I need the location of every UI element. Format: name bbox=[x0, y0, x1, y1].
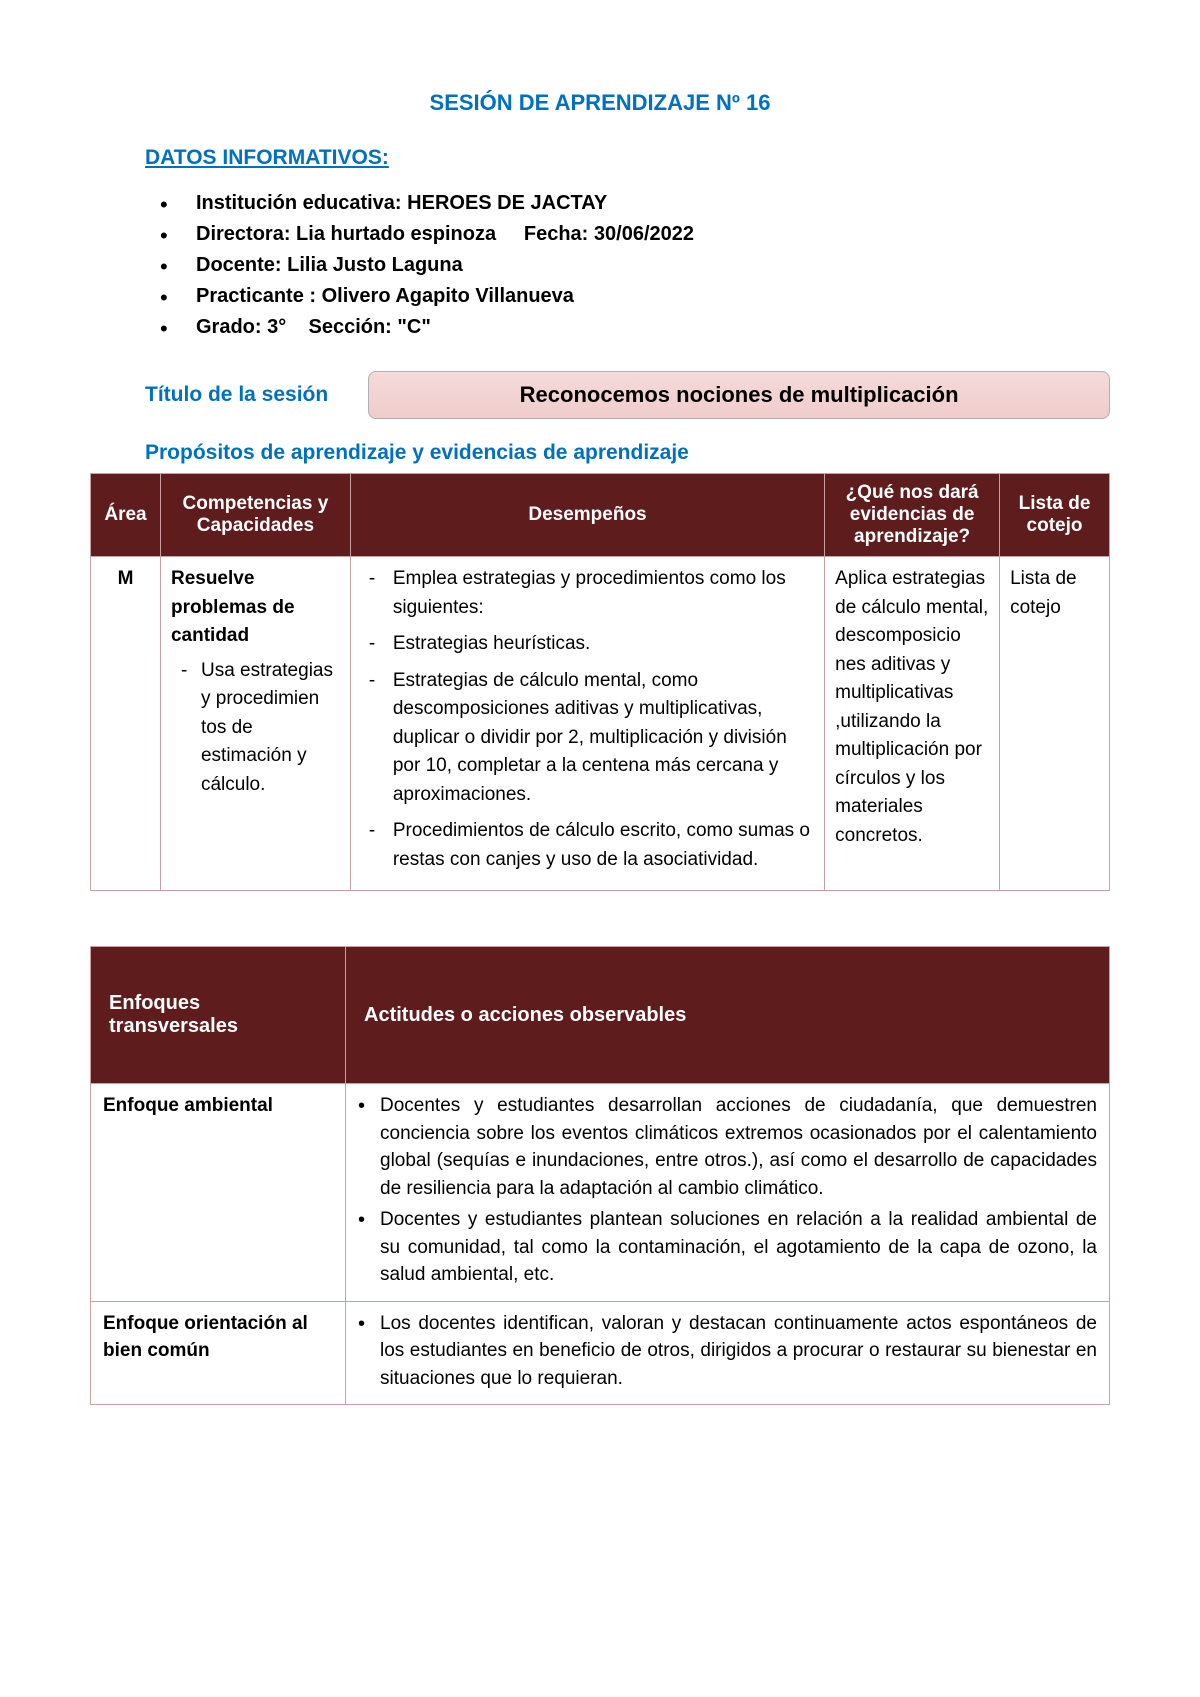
datos-informativos-header: DATOS INFORMATIVOS: bbox=[145, 146, 1110, 170]
desempeno-item: Procedimientos de cálculo escrito, como … bbox=[361, 817, 814, 874]
list-item: Directora: Lia hurtado espinoza Fecha: 3… bbox=[160, 219, 1110, 250]
directora-label: Directora: bbox=[196, 223, 290, 245]
directora-value: Lia hurtado espinoza bbox=[296, 223, 496, 245]
list-item: Grado: 3° Sección: "C" bbox=[160, 312, 1110, 343]
page-title: SESIÓN DE APRENDIZAJE Nº 16 bbox=[90, 90, 1110, 116]
list-item: Docente: Lilia Justo Laguna bbox=[160, 250, 1110, 281]
practicante-value: Olivero Agapito Villanueva bbox=[322, 285, 574, 307]
capacidades-list: Usa estrategias y procedimien tos de est… bbox=[171, 657, 340, 800]
institucion-value: HEROES DE JACTAY bbox=[407, 192, 607, 214]
cell-actitudes-ambiental: Docentes y estudiantes desarrollan accio… bbox=[346, 1084, 1110, 1302]
fecha-label: Fecha: bbox=[524, 223, 588, 245]
actitud-item: Docentes y estudiantes desarrollan accio… bbox=[358, 1092, 1097, 1202]
cell-lista: Lista de cotejo bbox=[1000, 557, 1110, 891]
cell-desempenos: Emplea estrategias y procedimientos como… bbox=[350, 557, 824, 891]
th-desempenos: Desempeños bbox=[350, 474, 824, 557]
desempenos-list: Emplea estrategias y procedimientos como… bbox=[361, 565, 814, 874]
seccion-label: Sección: bbox=[308, 316, 391, 338]
desempeno-item: Estrategias heurísticas. bbox=[361, 630, 814, 659]
capacidad-item: Usa estrategias y procedimien tos de est… bbox=[171, 657, 340, 800]
actitudes-list: Los docentes identifican, valoran y dest… bbox=[358, 1310, 1097, 1393]
desempeno-item: Emplea estrategias y procedimientos como… bbox=[361, 565, 814, 622]
th-area: Área bbox=[91, 474, 161, 557]
desempeno-item: Estrategias de cálculo mental, como desc… bbox=[361, 667, 814, 810]
th-actitudes: Actitudes o acciones observables bbox=[346, 947, 1110, 1084]
cell-enfoque-ambiental: Enfoque ambiental bbox=[91, 1084, 346, 1302]
list-item: Institución educativa: HEROES DE JACTAY bbox=[160, 188, 1110, 219]
th-competencias: Competencias y Capacidades bbox=[160, 474, 350, 557]
titulo-sesion-label: Título de la sesión bbox=[145, 383, 328, 407]
docente-label: Docente: bbox=[196, 254, 282, 276]
fecha-value: 30/06/2022 bbox=[594, 223, 694, 245]
seccion-value: "C" bbox=[397, 316, 430, 338]
cell-area: M bbox=[91, 557, 161, 891]
grado-label: Grado: bbox=[196, 316, 262, 338]
table-row: Enfoque ambiental Docentes y estudiantes… bbox=[91, 1084, 1110, 1302]
cell-evidencias: Aplica estrategias de cálculo mental, de… bbox=[825, 557, 1000, 891]
titulo-sesion-box: Reconocemos nociones de multiplicación bbox=[368, 371, 1110, 419]
th-enfoques: Enfoques transversales bbox=[91, 947, 346, 1084]
list-item: Practicante : Olivero Agapito Villanueva bbox=[160, 281, 1110, 312]
propositos-table: Área Competencias y Capacidades Desempeñ… bbox=[90, 473, 1110, 891]
docente-value: Lilia Justo Laguna bbox=[287, 254, 463, 276]
actitud-item: Los docentes identifican, valoran y dest… bbox=[358, 1310, 1097, 1393]
table-row: Enfoque orientación al bien común Los do… bbox=[91, 1301, 1110, 1405]
cell-enfoque-biencomun: Enfoque orientación al bien común bbox=[91, 1301, 346, 1405]
actitud-item: Docentes y estudiantes plantean solucion… bbox=[358, 1206, 1097, 1289]
cell-actitudes-biencomun: Los docentes identifican, valoran y dest… bbox=[346, 1301, 1110, 1405]
table-row: M Resuelve problemas de cantidad Usa est… bbox=[91, 557, 1110, 891]
th-evidencias: ¿Qué nos dará evidencias de aprendizaje? bbox=[825, 474, 1000, 557]
table-header-row: Área Competencias y Capacidades Desempeñ… bbox=[91, 474, 1110, 557]
info-list: Institución educativa: HEROES DE JACTAY … bbox=[160, 188, 1110, 343]
cell-competencias: Resuelve problemas de cantidad Usa estra… bbox=[160, 557, 350, 891]
institucion-label: Institución educativa: bbox=[196, 192, 402, 214]
table-header-row: Enfoques transversales Actitudes o accio… bbox=[91, 947, 1110, 1084]
enfoques-table: Enfoques transversales Actitudes o accio… bbox=[90, 946, 1110, 1405]
practicante-label: Practicante : bbox=[196, 285, 316, 307]
grado-value: 3° bbox=[267, 316, 286, 338]
th-lista: Lista de cotejo bbox=[1000, 474, 1110, 557]
competencia-title: Resuelve problemas de cantidad bbox=[171, 565, 340, 651]
titulo-row: Título de la sesión Reconocemos nociones… bbox=[145, 371, 1110, 419]
propositos-label: Propósitos de aprendizaje y evidencias d… bbox=[145, 441, 1110, 465]
actitudes-list: Docentes y estudiantes desarrollan accio… bbox=[358, 1092, 1097, 1289]
